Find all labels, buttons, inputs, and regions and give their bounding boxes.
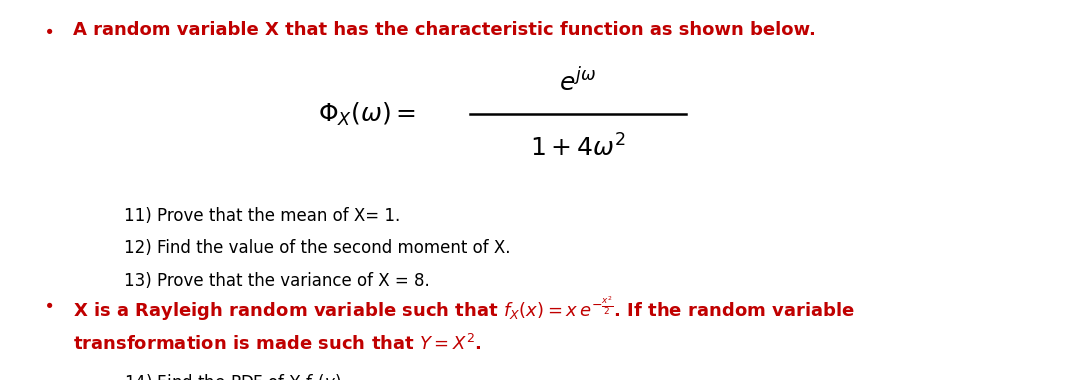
Text: $e^{j\omega}$: $e^{j\omega}$ [559, 68, 596, 96]
Text: $\Phi_X(\omega) =$: $\Phi_X(\omega) =$ [318, 100, 416, 128]
Text: 11) Prove that the mean of X= 1.: 11) Prove that the mean of X= 1. [124, 207, 401, 225]
Text: A random variable X that has the characteristic function as shown below.: A random variable X that has the charact… [73, 21, 816, 39]
Text: transformation is made such that $Y = X^2$.: transformation is made such that $Y = X^… [73, 334, 482, 355]
Text: $\bullet$: $\bullet$ [43, 294, 53, 312]
Text: 13) Prove that the variance of X = 8.: 13) Prove that the variance of X = 8. [124, 272, 430, 290]
Text: 12) Find the value of the second moment of X.: 12) Find the value of the second moment … [124, 239, 511, 257]
Text: $\bullet$: $\bullet$ [43, 21, 53, 39]
Text: X is a Rayleigh random variable such that $f_X(x) = x\,e^{-\frac{x^2}{2}}$. If t: X is a Rayleigh random variable such tha… [73, 294, 855, 323]
Text: 14) Find the PDF of Y $f_Y(y)$.: 14) Find the PDF of Y $f_Y(y)$. [124, 372, 347, 380]
Text: $1 + 4\omega^2$: $1 + 4\omega^2$ [530, 135, 625, 162]
